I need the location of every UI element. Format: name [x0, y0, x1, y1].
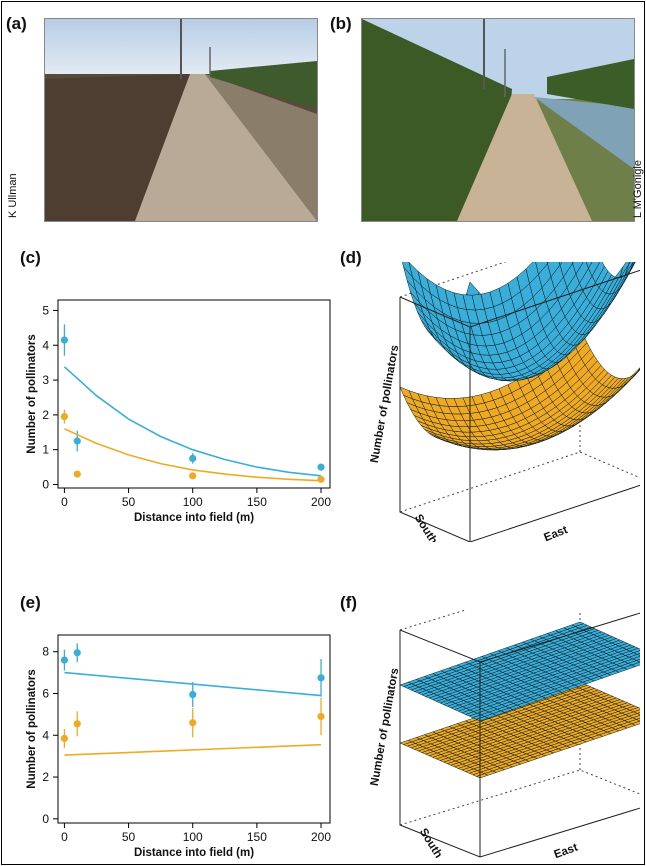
data-point: [60, 336, 69, 344]
data-point: [73, 720, 81, 728]
x-tick-label: 200: [311, 830, 331, 844]
x-tick-label: 50: [122, 830, 136, 844]
panel-label-f: (f): [340, 593, 357, 612]
x-tick-label: 0: [61, 830, 68, 844]
plot-frame: [57, 634, 331, 824]
x-axis-label: Distance into field (m): [134, 847, 254, 859]
data-point: [60, 656, 69, 664]
y-tick-label: 3: [42, 373, 49, 387]
y-axis-label: Number of pollinators: [26, 334, 38, 453]
data-point: [189, 690, 197, 699]
box-edge: [399, 297, 640, 542]
panel-label-e: (e): [20, 593, 41, 612]
data-point: [60, 734, 69, 742]
panel-label-b: (b): [330, 14, 352, 33]
box-edge: [399, 451, 640, 513]
data-point: [189, 454, 197, 463]
surface-wild: [402, 262, 636, 382]
y-tick-label: 0: [42, 812, 49, 826]
data-point: [317, 674, 325, 682]
surface-honey: [399, 326, 640, 451]
surface-cell: [571, 262, 574, 265]
surface-cell: [636, 653, 640, 656]
fit-line: [64, 743, 322, 756]
surface-cell: [572, 262, 584, 275]
surface-cell: [571, 621, 585, 627]
x-tick-label: 50: [122, 495, 136, 509]
data-point: [73, 470, 81, 478]
x-axis-label: Distance into field (m): [134, 512, 254, 524]
y-tick-label: 5: [42, 303, 49, 317]
data-point: [189, 472, 197, 480]
y-tick-label: 4: [42, 338, 49, 352]
y-axis-label: Number of pollinators: [26, 669, 38, 788]
x-tick-label: 150: [247, 495, 267, 509]
data-point: [73, 649, 81, 657]
photo-a-field-road: [44, 18, 318, 222]
y-tick-label: 2: [42, 408, 49, 422]
data-point: [189, 719, 197, 727]
east-axis-label: East: [542, 524, 569, 542]
y-tick-label: 8: [42, 645, 49, 659]
surface-cell: [585, 262, 593, 269]
plot-frame: [57, 299, 331, 489]
data-point: [73, 437, 81, 445]
fit-line: [63, 366, 322, 477]
surface-cell: [558, 262, 563, 266]
east-axis-label: East: [553, 842, 580, 860]
vertical-axis-label: Number of pollinators: [369, 667, 402, 787]
surface-cell: [588, 262, 601, 277]
panel-label-c: (c): [20, 248, 41, 267]
fit-line: [64, 428, 322, 482]
panel-label-d: (d): [340, 248, 362, 267]
x-tick-label: 0: [61, 495, 68, 509]
data-point: [60, 413, 69, 421]
x-tick-label: 150: [247, 830, 267, 844]
y-tick-label: 0: [42, 478, 49, 492]
photo-b-canal-road: [361, 18, 635, 222]
box-edge: [399, 769, 640, 826]
data-point: [317, 475, 325, 483]
chart-c: 0 50 100 150 200 0 1 2 3 4 5 Distance into field (m…: [26, 299, 331, 524]
y-tick-label: 4: [42, 728, 49, 742]
chart-e: 0 50 100 150 200 0 2 4 6 8 Distance into field (m)…: [26, 634, 331, 859]
surface-plot-f: Number of pollinators South East: [369, 610, 640, 860]
surface-cell: [636, 712, 640, 715]
surface-cell: [546, 262, 550, 265]
vertical-axis-label: Number of pollinators: [369, 344, 402, 464]
data-point: [317, 712, 325, 721]
x-tick-label: 100: [183, 830, 203, 844]
x-tick-label: 200: [311, 495, 331, 509]
y-tick-label: 1: [42, 443, 49, 457]
box-edge: [399, 610, 468, 631]
y-tick-label: 6: [42, 686, 49, 700]
photo-credit-b: L M'Gonigle: [632, 160, 644, 218]
south-axis-label: South: [417, 826, 444, 860]
surface-cell: [635, 658, 640, 663]
data-point: [317, 463, 325, 471]
x-tick-label: 100: [183, 495, 203, 509]
surface-cell: [635, 717, 640, 722]
y-tick-label: 2: [42, 770, 49, 784]
surface-wild: [399, 621, 640, 722]
panel-label-a: (a): [6, 14, 27, 33]
photo-credit-a: K Ullman: [7, 173, 19, 218]
